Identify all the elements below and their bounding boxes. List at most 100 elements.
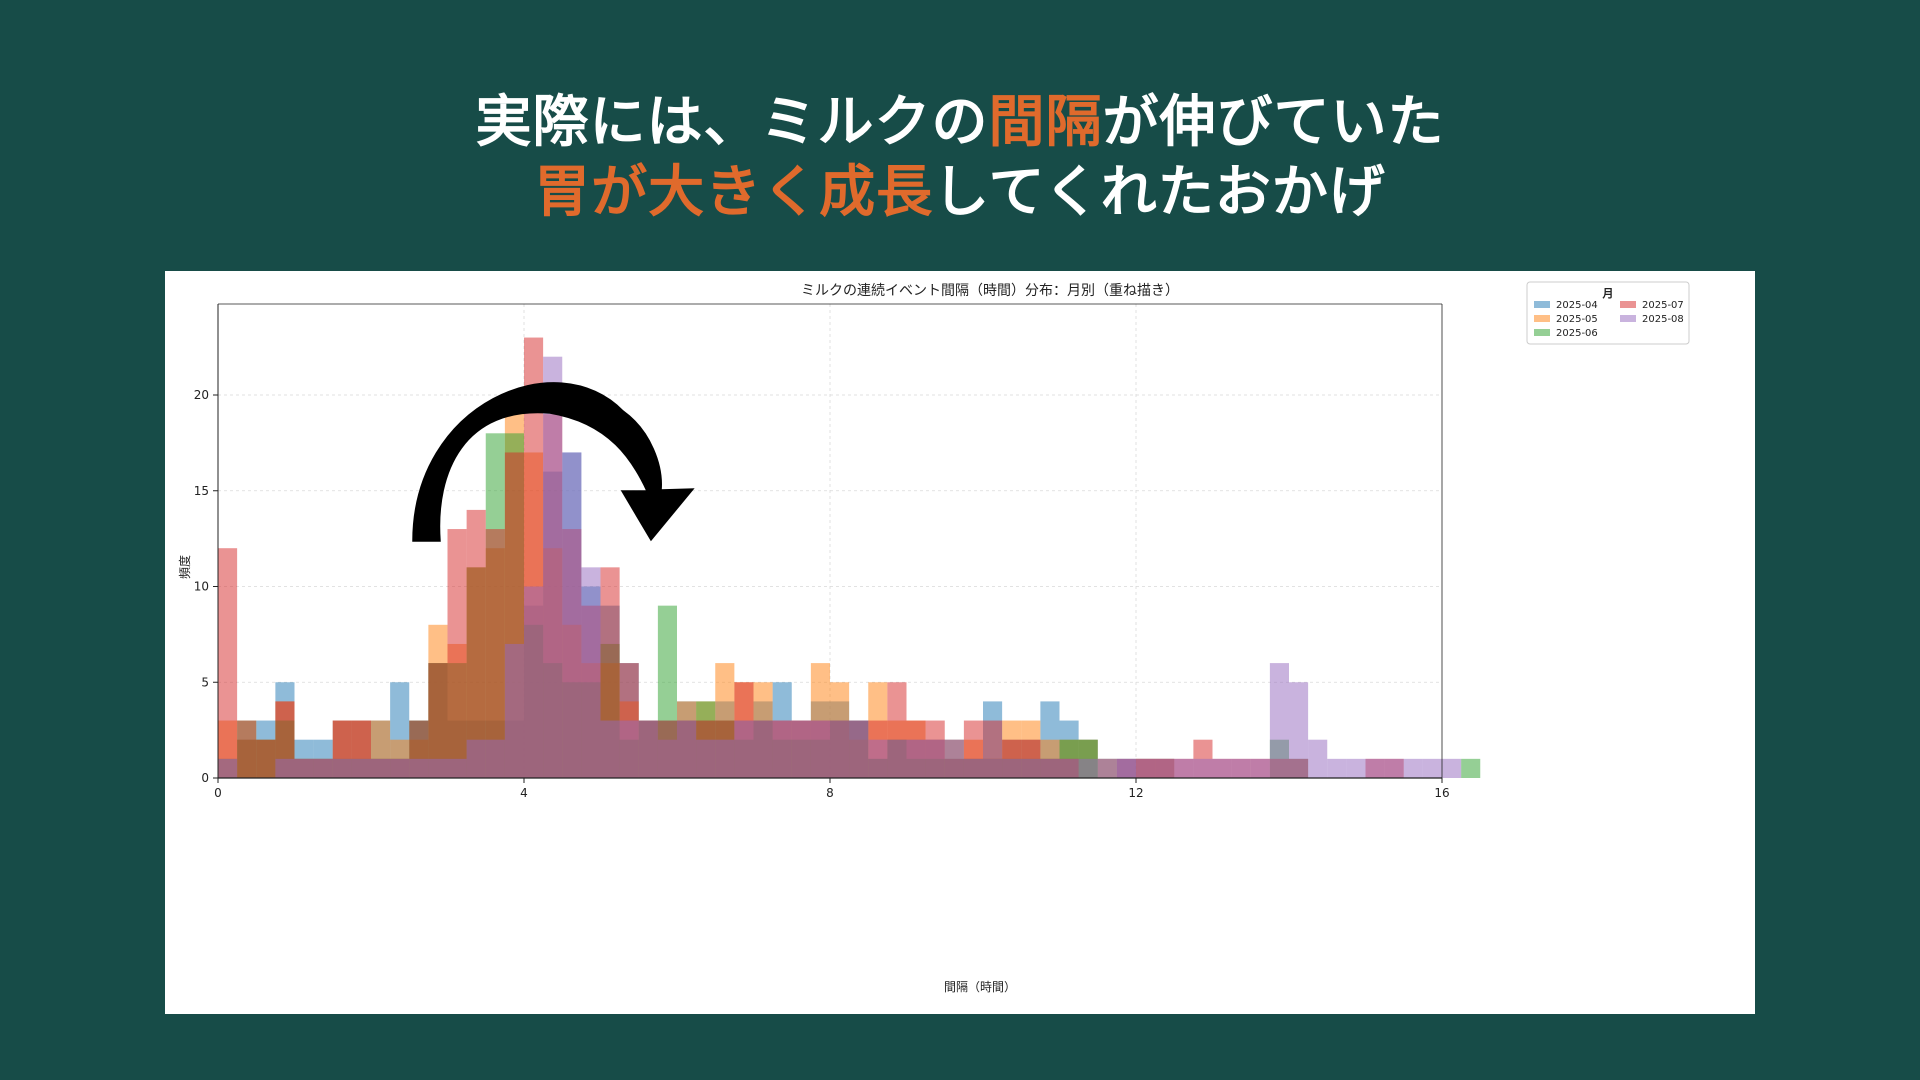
headline-segment: 実際には、ミルクの xyxy=(475,90,989,155)
legend: 月 2025-04 2025-05 2025-06 2025-07 2025-08 xyxy=(1526,281,1690,345)
histogram-bar xyxy=(983,758,1003,778)
histogram-bar xyxy=(963,758,983,778)
headline-line-1: 実際には、ミルクの間隔が伸びていた xyxy=(0,88,1920,158)
histogram-bar xyxy=(906,739,926,778)
x-tick-label: 16 xyxy=(1434,786,1449,800)
curved-arrow-right-icon xyxy=(412,382,695,542)
histogram-bar xyxy=(562,452,582,778)
histogram-bar xyxy=(849,720,869,778)
histogram-bar xyxy=(791,720,811,778)
legend-label: 2025-07 xyxy=(1642,300,1684,311)
histogram-bar xyxy=(237,720,257,778)
legend-label: 2025-05 xyxy=(1556,314,1598,325)
histogram-bar xyxy=(371,758,391,778)
histogram-bar xyxy=(1384,758,1404,778)
histogram-bar xyxy=(275,758,295,778)
histogram-bar xyxy=(810,720,830,778)
histogram-bar xyxy=(887,739,907,778)
histogram-bar xyxy=(1002,758,1022,778)
x-tick-label: 8 xyxy=(826,786,834,800)
y-tick-label: 20 xyxy=(194,388,209,402)
histogram-bar xyxy=(1097,758,1117,778)
histogram-bar xyxy=(466,739,486,778)
histogram-bar xyxy=(925,739,945,778)
headline: 実際には、ミルクの間隔が伸びていた 胃が大きく成長してくれたおかげ xyxy=(0,88,1920,228)
histogram-bar xyxy=(619,720,639,778)
histogram-bar xyxy=(1212,758,1232,778)
histogram-bar xyxy=(466,509,486,778)
histogram-bar xyxy=(1346,758,1366,778)
legend-title: 月 xyxy=(1602,287,1614,300)
histogram-bar xyxy=(715,739,735,778)
histogram-bar xyxy=(1116,758,1136,778)
histogram-bar xyxy=(428,663,448,778)
histogram-bar xyxy=(1021,758,1041,778)
x-tick-label: 12 xyxy=(1128,786,1143,800)
histogram-bar xyxy=(1155,758,1175,778)
histogram-bar xyxy=(485,739,505,778)
histogram-bar xyxy=(294,758,314,778)
histogram-bar xyxy=(485,529,505,778)
histogram-bar xyxy=(657,739,677,778)
y-axis-label: 頻度 xyxy=(177,555,192,579)
histogram-bar xyxy=(1231,758,1251,778)
histogram-bar xyxy=(944,739,964,778)
legend-swatch xyxy=(1534,329,1550,336)
y-tick-label: 0 xyxy=(201,771,209,785)
histogram-bar xyxy=(447,529,467,778)
legend-label: 2025-08 xyxy=(1642,314,1684,325)
histogram-bar xyxy=(772,720,792,778)
y-tick-label: 5 xyxy=(201,675,209,689)
legend-label: 2025-06 xyxy=(1556,328,1598,339)
legend-box xyxy=(1526,281,1690,345)
headline-segment-accent: 間隔 xyxy=(988,90,1103,155)
x-tick-label: 4 xyxy=(520,786,528,800)
headline-segment-accent: 胃が大きく成長 xyxy=(534,160,934,225)
headline-segment: が伸びていた xyxy=(1102,90,1445,155)
y-tick-label: 10 xyxy=(194,580,209,594)
legend-swatch xyxy=(1620,315,1636,322)
series-2025-08 xyxy=(218,356,1462,778)
histogram-bar xyxy=(504,643,524,778)
histogram-bar xyxy=(218,548,238,778)
histogram-bar xyxy=(734,720,754,778)
histogram-bar xyxy=(428,758,448,778)
histogram-bar xyxy=(543,356,563,778)
histogram-bar xyxy=(313,758,333,778)
headline-line-2: 胃が大きく成長してくれたおかげ xyxy=(0,158,1920,228)
histogram-bar xyxy=(1308,739,1328,778)
histogram-bar xyxy=(1461,758,1481,778)
x-axis-label: 間隔（時間） xyxy=(944,980,1016,994)
histogram-bar xyxy=(830,720,850,778)
legend-label: 2025-04 xyxy=(1556,300,1598,311)
histogram-bars xyxy=(218,337,1481,778)
histogram-bar xyxy=(1250,758,1270,778)
headline-segment: してくれたおかげ xyxy=(933,160,1386,225)
histogram-bar xyxy=(1059,758,1079,778)
legend-swatch xyxy=(1534,301,1550,308)
histogram-bar xyxy=(1040,758,1060,778)
histogram-chart: 0 4 8 12 16 0 5 10 15 20 ミルクの連続イベント間隔（時間）分布：月別（重ね… xyxy=(177,281,1690,994)
histogram-bar xyxy=(447,758,467,778)
histogram-bar xyxy=(868,739,888,778)
histogram-bar xyxy=(524,586,544,778)
histogram-bar xyxy=(409,758,429,778)
axes: 0 4 8 12 16 0 5 10 15 20 xyxy=(194,303,1450,800)
histogram-bar xyxy=(390,758,410,778)
histogram-bar xyxy=(332,758,352,778)
histogram-bar xyxy=(256,739,276,778)
histogram-bar xyxy=(1403,758,1423,778)
chart-panel: 0 4 8 12 16 0 5 10 15 20 ミルクの連続イベント間隔（時間）分布：月別（重ね… xyxy=(165,271,1755,1014)
histogram-bar xyxy=(1365,758,1385,778)
histogram-bar xyxy=(677,720,697,778)
histogram-bar xyxy=(638,720,658,778)
histogram-bar xyxy=(600,720,620,778)
histogram-bar xyxy=(753,720,773,778)
histogram-bar xyxy=(1078,758,1098,778)
histogram-bar xyxy=(351,758,371,778)
x-tick-label: 0 xyxy=(214,786,222,800)
histogram-bar xyxy=(696,739,716,778)
histogram-bar xyxy=(218,758,238,778)
histogram-bar xyxy=(1422,758,1442,778)
